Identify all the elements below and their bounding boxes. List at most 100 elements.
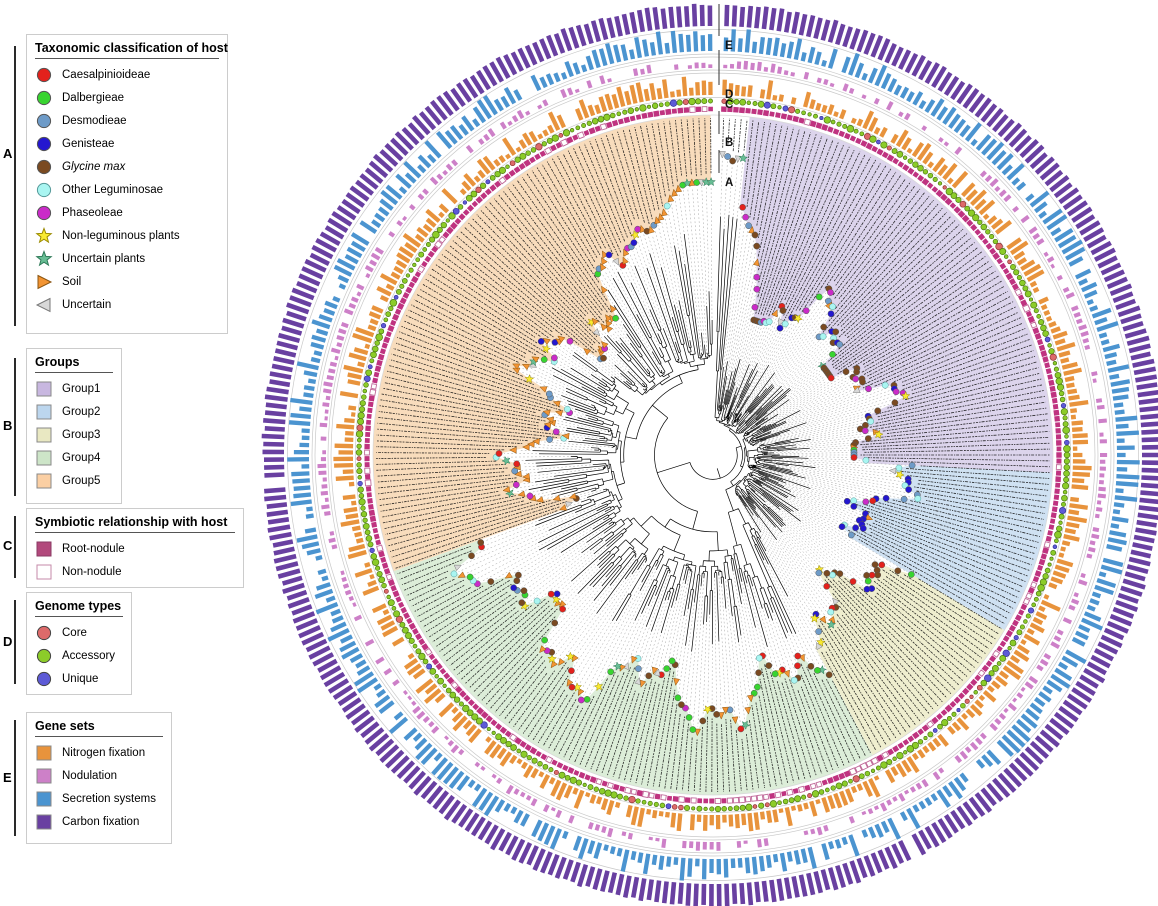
tip-labels	[375, 117, 1050, 793]
ring-a-taxonomy-symbols	[450, 151, 922, 737]
legend-item-core: Core	[35, 621, 123, 644]
section-letter-b: B	[3, 418, 13, 433]
soil-swatch-soil-arrow-icon	[35, 273, 53, 291]
legend-label: Group3	[62, 428, 101, 441]
legend-item-secretion-systems: Secretion systems	[35, 787, 163, 810]
legend-item-dalbergieae: Dalbergieae	[35, 86, 219, 109]
section-letter-e: E	[3, 770, 12, 785]
legend-item-group5: Group5	[35, 469, 113, 492]
legend-box-c: Symbiotic relationship with host Root-nod…	[26, 508, 244, 588]
accessory-swatch-circle	[35, 647, 53, 665]
legend-box-a: Taxonomic classification of host Caesalpi…	[26, 34, 228, 334]
legend-label: Nodulation	[62, 769, 117, 782]
section-letter-d: D	[3, 634, 13, 649]
legend-label: Accessory	[62, 649, 116, 662]
glycine-max-swatch-circle	[35, 158, 53, 176]
legend-label: Non-nodule	[62, 565, 122, 578]
legend-label: Dalbergieae	[62, 91, 125, 104]
desmodieae-swatch-circle	[35, 112, 53, 130]
section-bracket-e	[14, 720, 16, 836]
section-bracket-b	[14, 358, 16, 496]
legend-label: Root-nodule	[62, 542, 125, 555]
legend-item-accessory: Accessory	[35, 644, 123, 667]
legend-label: Genisteae	[62, 137, 115, 150]
ring-d-genome-circles	[355, 97, 1071, 813]
legend-item-carbon-fixation: Carbon fixation	[35, 810, 163, 833]
phylogenetic-tree	[525, 214, 816, 652]
legend-item-nodulation: Nodulation	[35, 764, 163, 787]
nodulation-swatch-square	[35, 767, 53, 785]
legend-item-non-nodule: Non-nodule	[35, 560, 235, 583]
legend-label: Uncertain plants	[62, 252, 146, 265]
caesalpinioideae-swatch-circle	[35, 66, 53, 84]
uncertain-plants-swatch-star	[35, 249, 53, 268]
legend-label: Glycine max	[62, 160, 126, 173]
legend-item-uncertain-plants: Uncertain plants	[35, 247, 219, 270]
secretion-systems-swatch-square	[35, 790, 53, 808]
core-swatch-circle	[35, 624, 53, 642]
legend-label: Group4	[62, 451, 101, 464]
legend-item-root-nodule: Root-nodule	[35, 537, 235, 560]
legend-box-d: Genome types Core Accessory Unique	[26, 592, 132, 695]
group1-swatch-square	[35, 380, 53, 398]
legend-item-unique: Unique	[35, 667, 123, 690]
genisteae-swatch-circle	[35, 135, 53, 153]
legend-item-uncertain: Uncertain	[35, 293, 219, 316]
dalbergieae-swatch-circle	[35, 89, 53, 107]
track-guide-circles	[287, 29, 1139, 881]
legend-title-e: Gene sets	[35, 719, 163, 737]
legend-title-d: Genome types	[35, 599, 123, 617]
legend-label: Carbon fixation	[62, 815, 140, 828]
legend-label: Group2	[62, 405, 101, 418]
carbon-fixation-swatch-square	[35, 813, 53, 831]
group4-swatch-square	[35, 449, 53, 467]
section-letter-c: C	[3, 538, 13, 553]
legend-label: Group5	[62, 474, 101, 487]
legend-title-a: Taxonomic classification of host	[35, 41, 228, 59]
legend-box-b: Groups Group1 Group2 Group3 Group4 Group5	[26, 348, 122, 504]
tip-leader-lines	[458, 159, 913, 727]
non-leguminous-plants-swatch-star	[35, 226, 53, 245]
legend-title-b: Groups	[35, 355, 113, 373]
legend-item-glycine-max: Glycine max	[35, 155, 219, 178]
section-letter-a: A	[3, 146, 13, 161]
legend-label: Secretion systems	[62, 792, 156, 805]
section-bracket-c	[14, 516, 16, 578]
legend-item-group1: Group1	[35, 377, 113, 400]
ring-letter-a: A	[725, 177, 733, 189]
ring-letter-c: C	[725, 99, 733, 111]
bars-nitrogen-fixation	[333, 76, 1092, 832]
phaseoleae-swatch-circle	[35, 204, 53, 222]
group5-swatch-square	[35, 472, 53, 490]
unique-swatch-circle	[35, 670, 53, 688]
ring-letter-e: E	[725, 40, 733, 52]
legend-label: Phaseoleae	[62, 206, 123, 219]
legend-label: Soil	[62, 275, 82, 288]
legend-item-desmodieae: Desmodieae	[35, 109, 219, 132]
uncertain-swatch-uncertain-arrow-icon	[35, 296, 53, 314]
group3-swatch-square	[35, 426, 53, 444]
ring-letter-b: B	[725, 137, 733, 149]
legend-item-non-leguminous-plants: Non-leguminous plants	[35, 224, 219, 247]
legend-item-phaseoleae: Phaseoleae	[35, 201, 219, 224]
legend-label: Desmodieae	[62, 114, 127, 127]
legend-label: Group1	[62, 382, 101, 395]
bars-carbon-fixation	[261, 3, 1158, 906]
legend-label: Nitrogen fixation	[62, 746, 146, 759]
bars-nodulation	[317, 60, 1108, 851]
legend-label: Uncertain	[62, 298, 112, 311]
legend-label: Caesalpinioideae	[62, 68, 151, 81]
legend-item-group3: Group3	[35, 423, 113, 446]
legend-title-c: Symbiotic relationship with host	[35, 515, 235, 533]
ring-letters: E DC B A	[725, 40, 733, 189]
ring-c-nodule-squares	[364, 106, 1062, 805]
other-leguminosae-swatch-circle	[35, 181, 53, 199]
ring-letter-d: D	[725, 89, 733, 101]
legend-box-e: Gene sets Nitrogen fixation Nodulation Secr…	[26, 712, 172, 844]
non-nodule-swatch-square	[35, 563, 53, 581]
root-nodule-swatch-square	[35, 540, 53, 558]
nitrogen-fixation-swatch-square	[35, 744, 53, 762]
legend-label: Non-leguminous plants	[62, 229, 180, 242]
